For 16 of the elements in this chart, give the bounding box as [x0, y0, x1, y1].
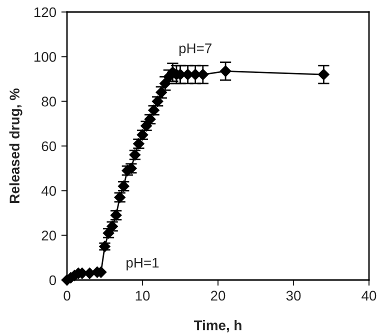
- y-tick-label: 0: [49, 275, 56, 286]
- y-tick-label: 120: [34, 7, 56, 18]
- x-tick-label: 10: [136, 290, 150, 301]
- y-tick-label: 80: [42, 96, 56, 107]
- y-axis-title: Released drug, %: [9, 88, 22, 203]
- annotation: pH=1: [126, 258, 159, 270]
- y-tick-label: 100: [34, 52, 56, 62]
- x-tick-label: 30: [286, 290, 301, 301]
- x-tick-label: 20: [210, 290, 226, 301]
- y-tick-label: 60: [42, 141, 56, 152]
- x-tick-label: 0: [64, 290, 70, 301]
- x-axis-title: Time, h: [194, 320, 242, 332]
- annotation: pH=7: [179, 44, 212, 56]
- y-tick-label: 20: [42, 230, 56, 241]
- y-tick-label: 40: [41, 186, 56, 196]
- x-tick-label: 40: [362, 290, 376, 301]
